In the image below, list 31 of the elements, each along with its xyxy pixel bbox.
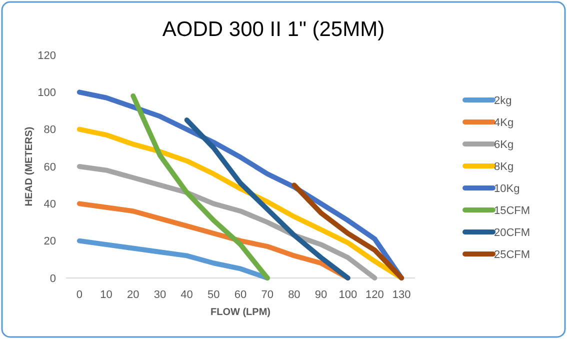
y-tick-label: 120	[38, 50, 56, 62]
legend-label: 25CFM	[494, 248, 530, 261]
x-axis-title: FLOW (LPM)	[210, 307, 270, 318]
x-tick-label: 20	[126, 289, 140, 301]
x-tick-label: 130	[392, 289, 411, 301]
y-tick-label: 60	[44, 161, 56, 174]
x-tick-label: 80	[288, 289, 300, 301]
x-tick-label: 40	[180, 289, 193, 301]
x-tick-label: 90	[314, 289, 328, 301]
x-tick-label: 0	[76, 289, 82, 301]
y-tick-label: 80	[44, 124, 56, 136]
x-tick-label: 30	[154, 289, 166, 301]
y-tick-label: 20	[44, 236, 56, 248]
y-tick-label: 0	[50, 272, 56, 285]
x-tick-label: 120	[366, 289, 384, 301]
y-tick-label: 100	[38, 87, 56, 100]
legend-label: 6Kg	[494, 138, 514, 151]
x-tick-label: 50	[208, 289, 220, 301]
y-axis-title: HEAD (METERS)	[24, 126, 35, 206]
legend-label: 4Kg	[494, 116, 514, 129]
x-tick-label: 100	[338, 289, 358, 301]
legend-label: 2kg	[494, 94, 512, 107]
chart-title: AODD 300 II 1" (25MM)	[162, 18, 385, 41]
x-tick-label: 10	[100, 289, 112, 301]
legend-label: 8Kg	[494, 160, 514, 173]
x-tick-label: 70	[261, 289, 274, 301]
legend-label: 20CFM	[494, 226, 530, 239]
y-tick-label: 40	[44, 198, 56, 211]
x-tick-label: 60	[234, 289, 247, 301]
legend-label: 10Kg	[494, 182, 520, 195]
legend-label: 15CFM	[494, 204, 530, 217]
